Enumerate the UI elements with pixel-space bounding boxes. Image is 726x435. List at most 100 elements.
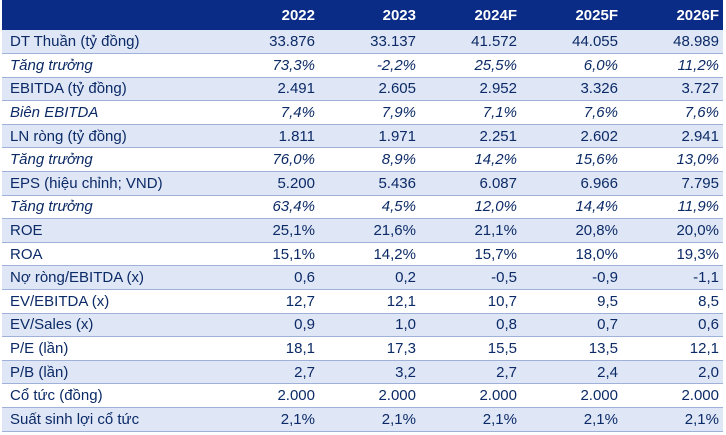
value-cell: 5.436 [319, 171, 420, 196]
value-cell: 2.602 [521, 124, 622, 149]
value-cell: 2,7 [218, 360, 319, 385]
value-cell: 14,2% [319, 242, 420, 267]
header-row: 2022 2023 2024F 2025F 2026F [2, 0, 723, 30]
value-cell: 2.000 [521, 383, 622, 408]
table-row: ROA 15,1% 14,2% 15,7% 18,0% 19,3% [2, 242, 723, 267]
row-label: EPS (hiệu chỉnh; VND) [2, 171, 218, 196]
value-cell: 25,1% [218, 218, 319, 243]
value-cell: 14,2% [420, 147, 521, 173]
table-row: P/E (lần) 18,1 17,3 15,5 13,5 12,1 [2, 336, 723, 361]
value-cell: 10,7 [420, 289, 521, 314]
table-row: EBITDA (tỷ đồng) 2.491 2.605 2.952 3.326 3.72… [2, 77, 723, 102]
row-label: EBITDA (tỷ đồng) [2, 77, 218, 102]
value-cell: 1,0 [319, 313, 420, 338]
value-cell: 7,6% [622, 100, 723, 125]
value-cell: 2.605 [319, 77, 420, 102]
value-cell: 33.876 [218, 30, 319, 55]
value-cell: 0,8 [420, 313, 521, 338]
table-row: Tăng trưởng 63,4% 4,5% 12,0% 14,4% 11,9% [2, 195, 723, 220]
table-row: EPS (hiệu chỉnh; VND) 5.200 5.436 6.087 6.96… [2, 171, 723, 196]
value-cell: 1.811 [218, 124, 319, 149]
value-cell: 13,0% [622, 147, 723, 173]
header-label-cell [2, 0, 218, 30]
header-year-2023: 2023 [319, 0, 420, 30]
value-cell: 25,5% [420, 53, 521, 78]
value-cell: 13,5 [521, 336, 622, 361]
value-cell: 2,1% [420, 407, 521, 432]
row-label: DT Thuần (tỷ đồng) [2, 30, 218, 55]
value-cell: 6,0% [521, 53, 622, 78]
value-cell: 0,7 [521, 313, 622, 338]
row-label: Tăng trưởng [2, 53, 218, 78]
row-label: Nợ ròng/EBITDA (x) [2, 265, 218, 291]
table-row: DT Thuần (tỷ đồng) 33.876 33.137 41.572 44.0… [2, 30, 723, 55]
header-year-2026f: 2026F [622, 0, 723, 30]
row-label: Suất sinh lợi cổ tức [2, 407, 218, 432]
value-cell: 0,6 [622, 313, 723, 338]
row-label: P/B (lần) [2, 360, 218, 385]
row-label: EV/EBITDA (x) [2, 289, 218, 314]
value-cell: 15,1% [218, 242, 319, 267]
value-cell: 2.000 [319, 383, 420, 408]
value-cell: 19,3% [622, 242, 723, 267]
table-row: ROE 25,1% 21,6% 21,1% 20,8% 20,0% [2, 218, 723, 243]
value-cell: 2,1% [218, 407, 319, 432]
value-cell: 3.727 [622, 77, 723, 102]
value-cell: 7,4% [218, 100, 319, 125]
value-cell: -1,1 [622, 265, 723, 291]
value-cell: 2,1% [622, 407, 723, 432]
table-row: LN ròng (tỷ đồng) 1.811 1.971 2.251 2.602 2.9… [2, 124, 723, 149]
value-cell: 4,5% [319, 195, 420, 220]
value-cell: 1.971 [319, 124, 420, 149]
value-cell: 9,5 [521, 289, 622, 314]
row-label: Cổ tức (đồng) [2, 383, 218, 408]
value-cell: 73,3% [218, 53, 319, 78]
value-cell: 7,6% [521, 100, 622, 125]
value-cell: 14,4% [521, 195, 622, 220]
value-cell: 6.087 [420, 171, 521, 196]
value-cell: 2,7 [420, 360, 521, 385]
row-label: P/E (lần) [2, 336, 218, 361]
value-cell: 2,0 [622, 360, 723, 385]
table-row: Biên EBITDA 7,4% 7,9% 7,1% 7,6% 7,6% [2, 100, 723, 125]
value-cell: 3,2 [319, 360, 420, 385]
row-label: EV/Sales (x) [2, 313, 218, 338]
table-row: EV/EBITDA (x) 12,7 12,1 10,7 9,5 8,5 [2, 289, 723, 314]
value-cell: 63,4% [218, 195, 319, 220]
value-cell: 21,6% [319, 218, 420, 243]
value-cell: 8,9% [319, 147, 420, 173]
value-cell: 0,2 [319, 265, 420, 291]
value-cell: 2,1% [521, 407, 622, 432]
value-cell: 0,6 [218, 265, 319, 291]
value-cell: 21,1% [420, 218, 521, 243]
value-cell: 3.326 [521, 77, 622, 102]
row-label: ROE [2, 218, 218, 243]
value-cell: 12,1 [622, 336, 723, 361]
value-cell: 18,0% [521, 242, 622, 267]
value-cell: 2.000 [420, 383, 521, 408]
value-cell: -2,2% [319, 53, 420, 78]
value-cell: 7.795 [622, 171, 723, 196]
table-row: EV/Sales (x) 0,9 1,0 0,8 0,7 0,6 [2, 313, 723, 338]
row-label: ROA [2, 242, 218, 267]
value-cell: 2.000 [622, 383, 723, 408]
value-cell: -0,5 [420, 265, 521, 291]
value-cell: 41.572 [420, 30, 521, 55]
table-row: Suất sinh lợi cổ tức 2,1% 2,1% 2,1% 2,1% 2,1% [2, 407, 723, 432]
value-cell: 11,2% [622, 53, 723, 78]
value-cell: 20,0% [622, 218, 723, 243]
header-year-2025f: 2025F [521, 0, 622, 30]
row-label: Tăng trưởng [2, 147, 218, 173]
value-cell: 11,9% [622, 195, 723, 220]
value-cell: 2.000 [218, 383, 319, 408]
row-label: LN ròng (tỷ đồng) [2, 124, 218, 149]
value-cell: 33.137 [319, 30, 420, 55]
value-cell: 12,0% [420, 195, 521, 220]
value-cell: 2,4 [521, 360, 622, 385]
value-cell: 0,9 [218, 313, 319, 338]
value-cell: 17,3 [319, 336, 420, 361]
value-cell: 20,8% [521, 218, 622, 243]
header-year-2022: 2022 [218, 0, 319, 30]
value-cell: 12,1 [319, 289, 420, 314]
